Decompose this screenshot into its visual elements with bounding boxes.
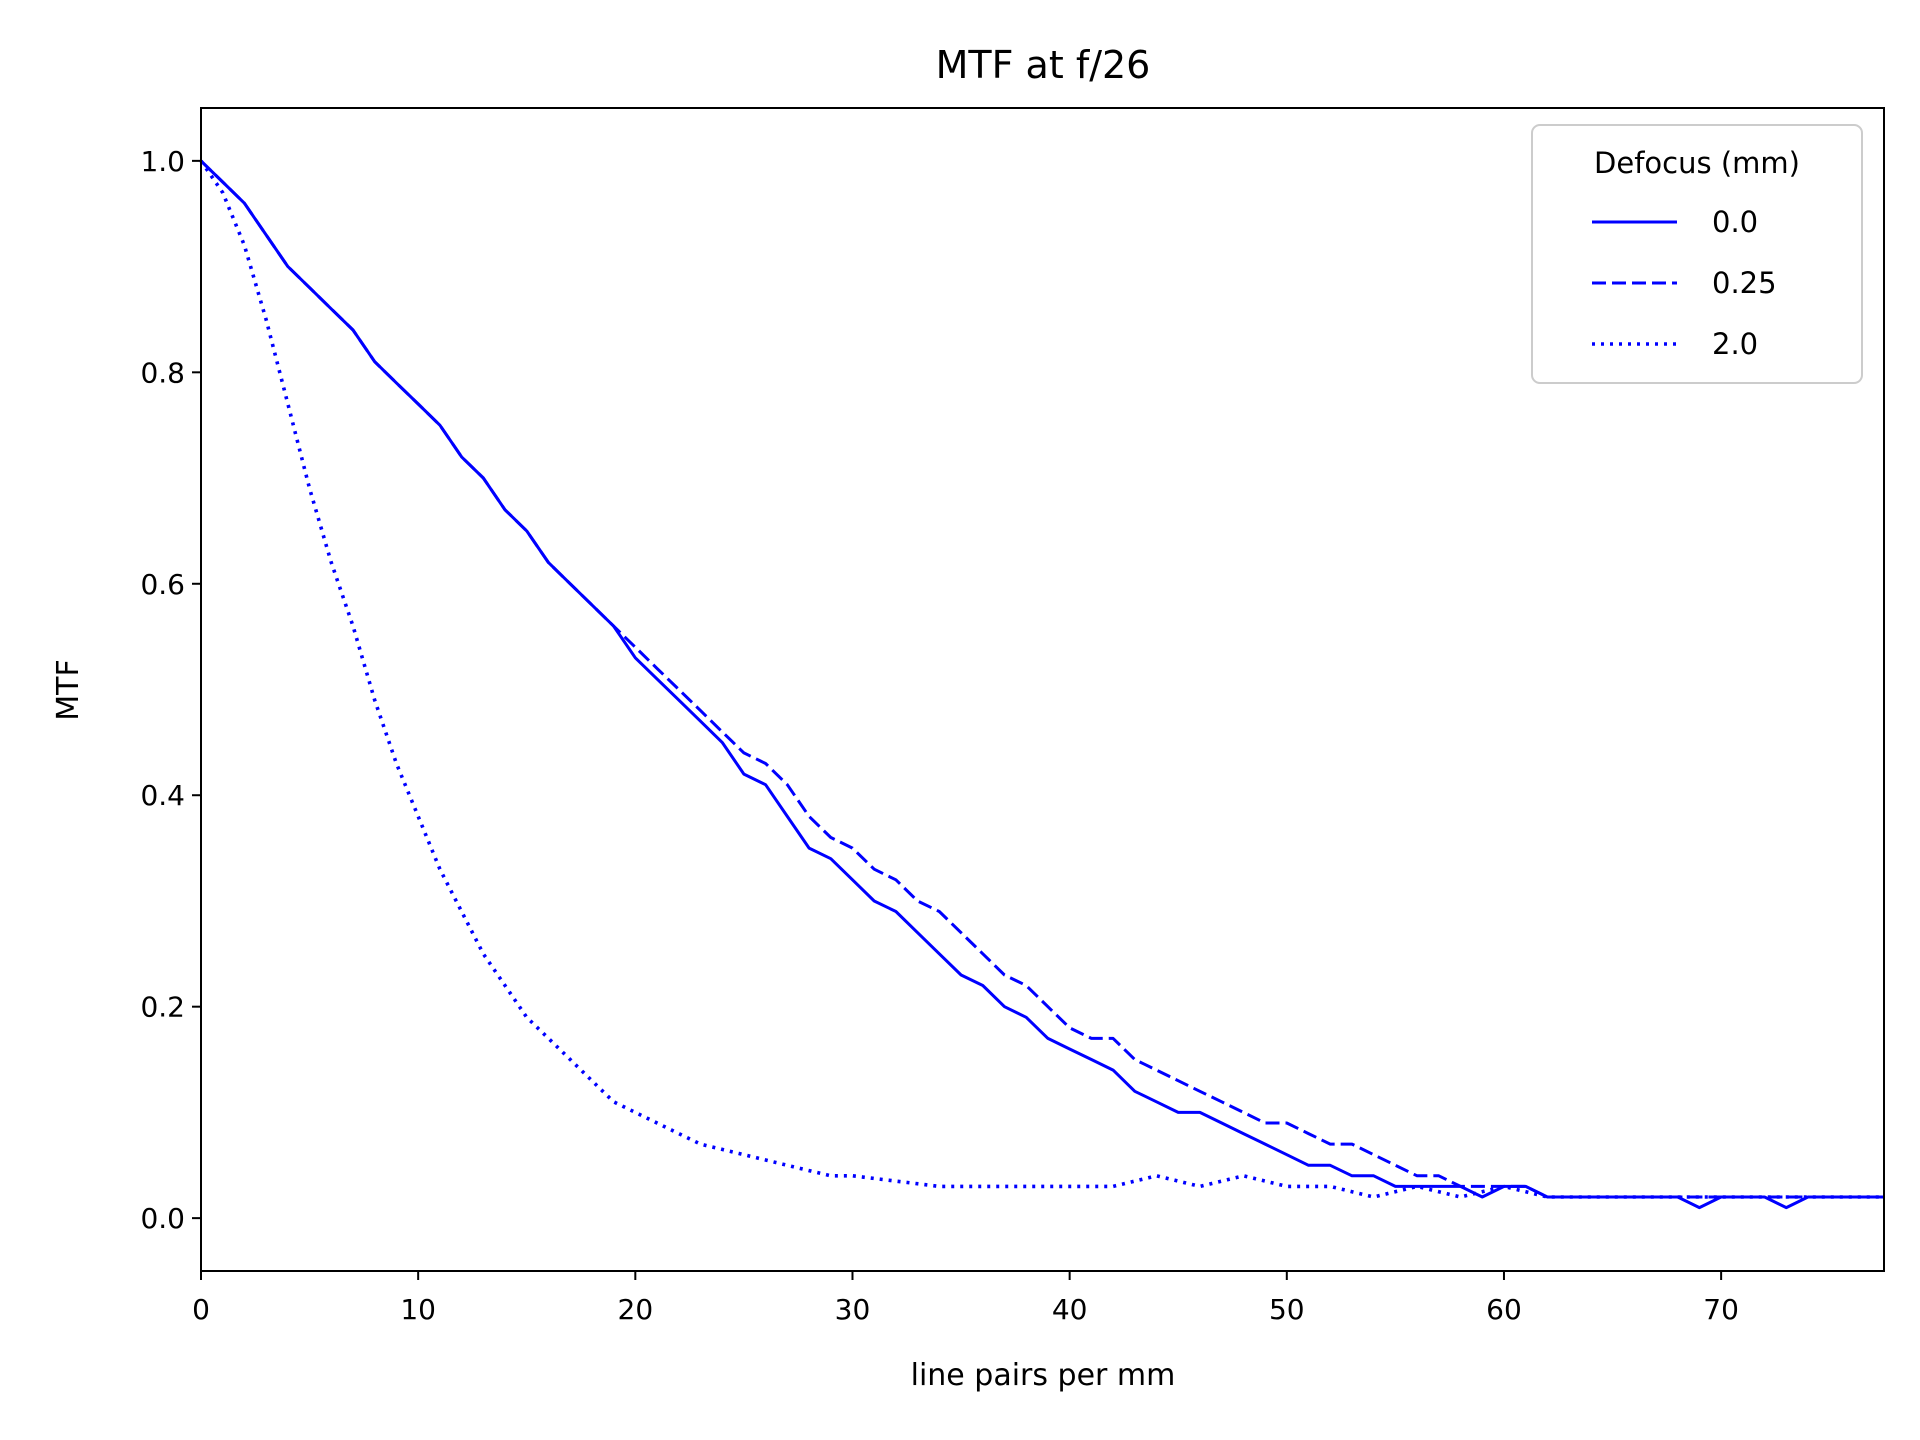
plot-area bbox=[199, 159, 1884, 1210]
axis-ticks: 0 10 20 30 40 50 60 70 0.0 0.2 0.4 0.6 0.8 1.0 bbox=[140, 145, 1738, 1326]
y-tick-label: 0.6 bbox=[140, 568, 185, 601]
y-axis-label: MTF bbox=[51, 659, 86, 720]
y-tick-label: 0.0 bbox=[140, 1202, 185, 1235]
y-tick-label: 0.4 bbox=[140, 779, 185, 812]
legend-label: 0.25 bbox=[1712, 266, 1777, 300]
x-tick-label: 70 bbox=[1703, 1293, 1739, 1326]
plot-frame bbox=[200, 107, 1885, 1272]
x-tick-label: 60 bbox=[1486, 1293, 1522, 1326]
y-tick-label: 0.2 bbox=[140, 991, 185, 1024]
legend-box bbox=[1531, 124, 1863, 384]
legend-label: 0.0 bbox=[1712, 205, 1758, 239]
x-tick-label: 10 bbox=[400, 1293, 436, 1326]
legend-title: Defocus (mm) bbox=[1594, 146, 1800, 180]
chart-title: MTF at f/26 bbox=[936, 43, 1151, 87]
x-tick-label: 40 bbox=[1052, 1293, 1088, 1326]
y-tick-label: 0.8 bbox=[140, 356, 185, 389]
legend-items: 0.0 0.25 2.0 bbox=[1592, 205, 1777, 361]
series-line-0-25 bbox=[199, 159, 1884, 1199]
x-tick-label: 30 bbox=[835, 1293, 871, 1326]
y-tick-label: 1.0 bbox=[140, 145, 185, 178]
x-tick-label: 20 bbox=[618, 1293, 654, 1326]
legend: Defocus (mm) 0.0 0.25 2.0 bbox=[1531, 124, 1863, 384]
x-tick-label: 50 bbox=[1269, 1293, 1305, 1326]
x-tick-label: 0 bbox=[192, 1293, 210, 1326]
x-axis-label: line pairs per mm bbox=[911, 1358, 1176, 1393]
legend-label: 2.0 bbox=[1712, 327, 1758, 361]
